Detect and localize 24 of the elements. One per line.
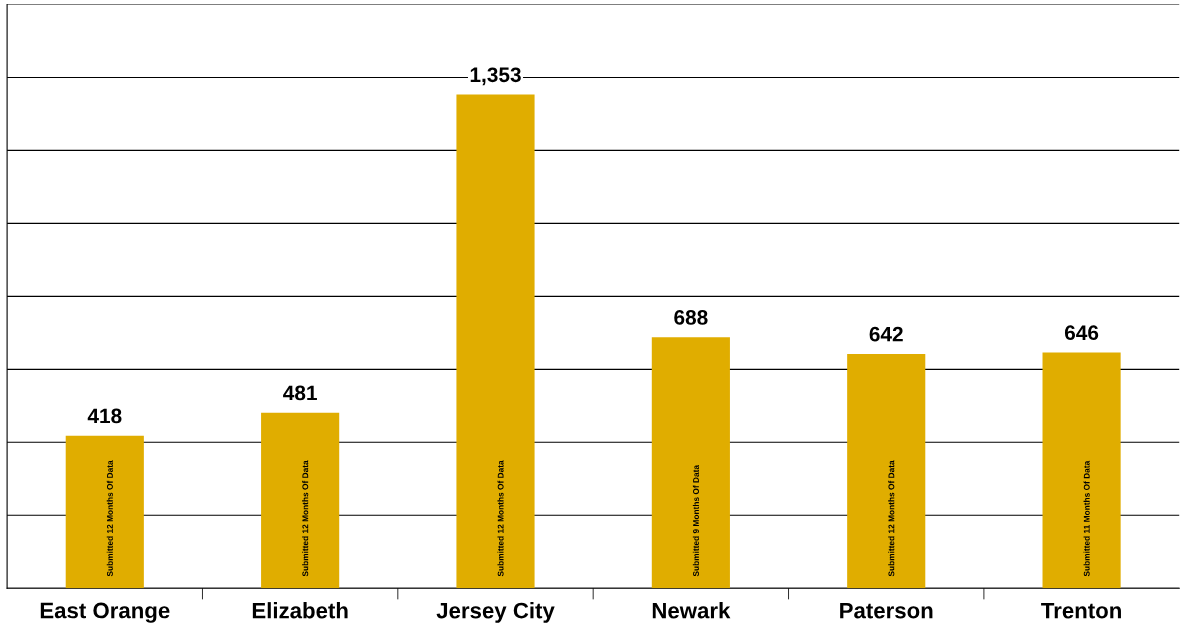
data-label: 642 <box>869 326 903 342</box>
x-tick-label: Jersey City <box>436 602 555 623</box>
annotation: Submitted 9 Months Of Data <box>692 464 699 577</box>
annotation: Submitted 11 Months Of Data <box>1083 460 1090 577</box>
bar <box>65 435 144 589</box>
x-tick-label: Paterson <box>840 602 933 619</box>
x-tick-label: Trenton <box>1041 602 1121 619</box>
annotation: Submitted 12 Months Of Data <box>497 460 504 577</box>
data-label: 1,353 <box>470 67 521 86</box>
data-label: 646 <box>1064 325 1099 341</box>
bar <box>651 337 730 589</box>
x-tick-label: East Orange <box>40 602 170 623</box>
bar <box>456 94 535 589</box>
bar <box>847 354 926 589</box>
bar <box>1042 352 1121 589</box>
data-label: 481 <box>283 385 317 401</box>
x-tick-label: Newark <box>652 602 731 619</box>
data-label: 688 <box>674 310 708 325</box>
annotation: Submitted 12 Months Of Data <box>106 460 113 577</box>
data-label: 418 <box>87 408 122 424</box>
annotation: Submitted 12 Months Of Data <box>888 460 895 577</box>
bar <box>261 412 340 589</box>
x-tick-label: Elizabeth <box>252 602 348 619</box>
annotation: Submitted 12 Months Of Data <box>302 460 309 577</box>
